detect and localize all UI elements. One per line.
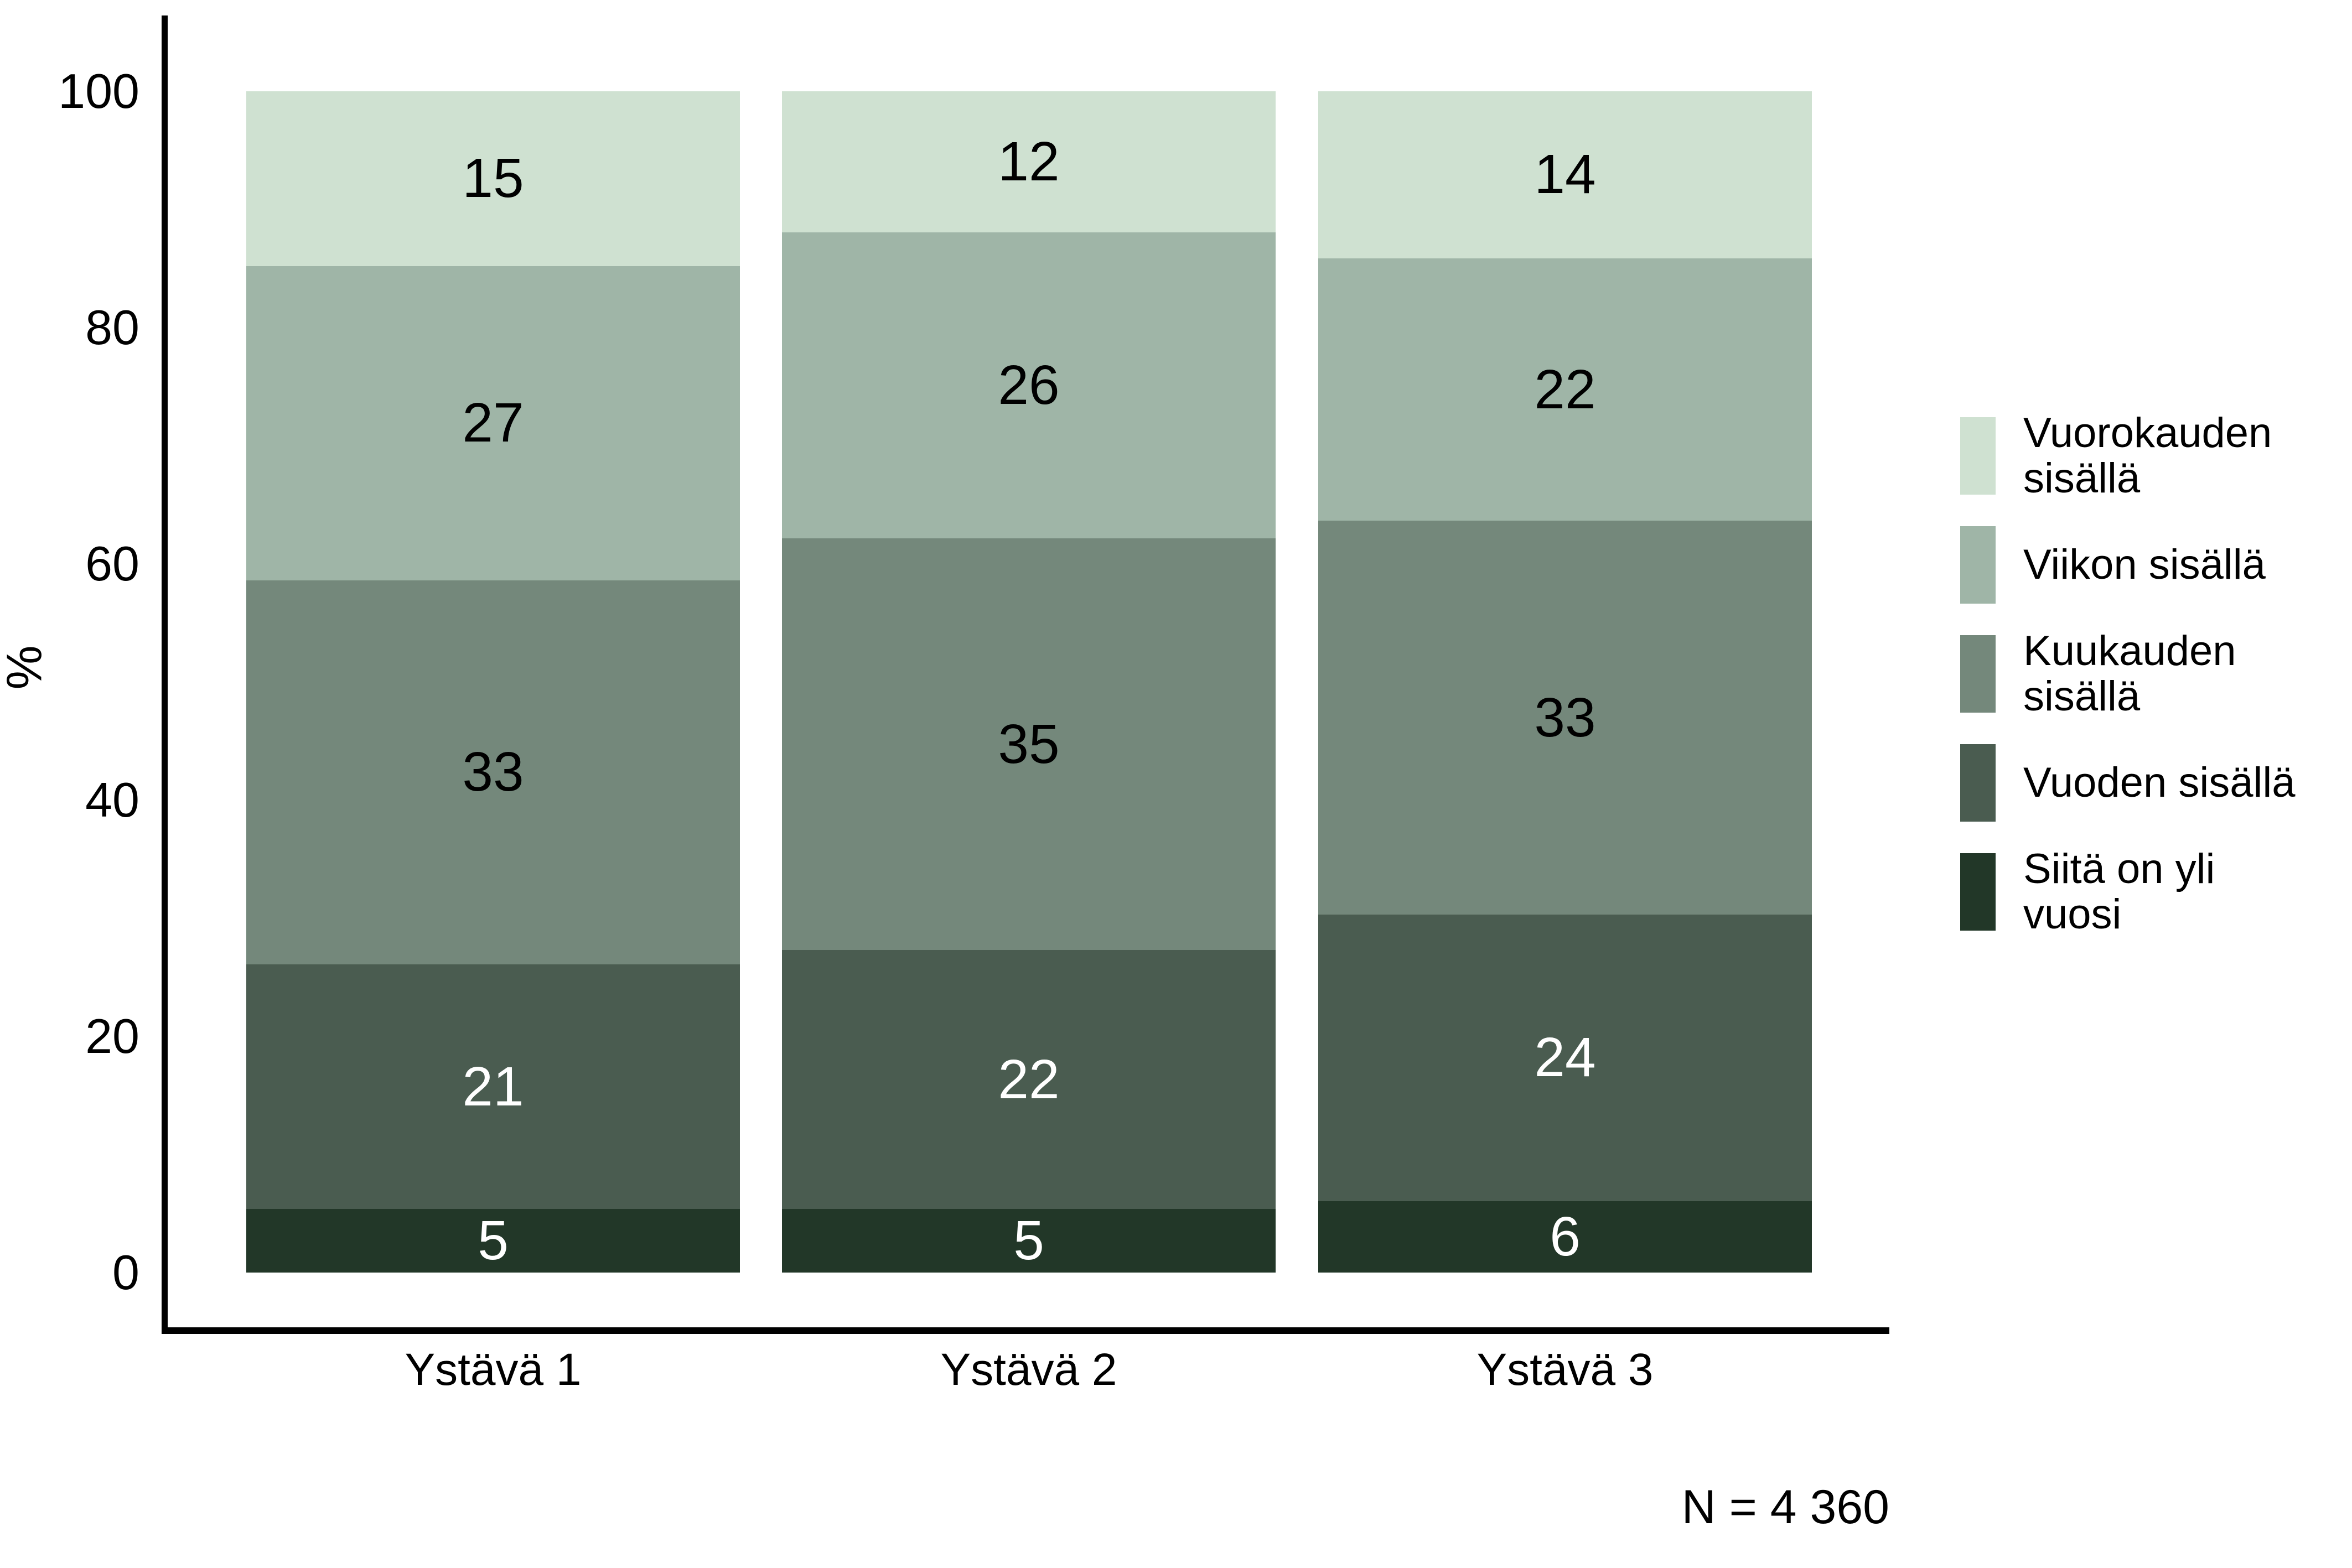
legend: Vuorokauden sisällä Viikon sisällä Kuukaud…	[1960, 411, 2311, 937]
bar-segment: 24	[1318, 915, 1812, 1201]
bar-segment: 15	[246, 91, 740, 266]
legend-label: Vuorokauden sisällä	[2023, 409, 2272, 502]
bar-segment-value: 14	[1534, 143, 1596, 206]
bar: 15 27 33 21 5	[246, 91, 740, 1273]
bar-segment-value: 5	[478, 1209, 509, 1271]
bar-segment-value: 21	[462, 1055, 524, 1118]
x-category-label: Ystävä 2	[940, 1344, 1117, 1395]
bar-segment: 22	[782, 950, 1276, 1209]
bar: 12 26 35 22 5	[782, 91, 1276, 1273]
y-tick-label: 60	[85, 536, 139, 591]
legend-label: Siitä on yli vuosi	[2023, 845, 2215, 938]
legend-item: Vuorokauden sisällä	[1960, 411, 2311, 501]
legend-label: Viikon sisällä	[2023, 541, 2266, 588]
bar-segment-value: 24	[1534, 1026, 1596, 1089]
y-tick-label: 0	[112, 1245, 139, 1300]
bar-segment: 35	[782, 538, 1276, 951]
y-axis-title-text: %	[0, 645, 53, 690]
legend-swatch	[1960, 526, 1996, 604]
y-tick-label: 100	[58, 64, 139, 118]
bar-segment: 33	[1318, 521, 1812, 915]
bar-segment-value: 33	[1534, 686, 1596, 749]
bar-segment: 26	[782, 232, 1276, 538]
legend-label: Vuoden sisällä	[2023, 759, 2296, 806]
x-axis-line	[162, 1327, 1889, 1334]
bar-segment-value: 15	[462, 147, 524, 210]
bar-segment: 5	[246, 1209, 740, 1273]
bar-segment: 27	[246, 266, 740, 580]
bar-segment: 33	[246, 580, 740, 965]
bar-segment-value: 12	[998, 131, 1060, 193]
legend-swatch	[1960, 744, 1996, 822]
legend-item: Viikon sisällä	[1960, 526, 2311, 604]
bar-segment: 5	[782, 1209, 1276, 1273]
bar-segment-value: 22	[1534, 358, 1596, 420]
bar-segment-value: 6	[1550, 1205, 1581, 1268]
bar-segment: 14	[1318, 91, 1812, 258]
legend-item: Vuoden sisällä	[1960, 744, 2311, 822]
y-tick-label: 20	[85, 1009, 139, 1063]
legend-item: Kuukauden sisällä	[1960, 629, 2311, 719]
bar-segment: 22	[1318, 258, 1812, 521]
bar-segment-value: 35	[998, 713, 1060, 775]
legend-swatch	[1960, 853, 1996, 931]
bar-segment-value: 22	[998, 1048, 1060, 1110]
bar-segment: 21	[246, 964, 740, 1209]
y-tick-label: 80	[85, 300, 139, 355]
legend-label: Kuukauden sisällä	[2023, 627, 2236, 720]
bar-segment-value: 26	[998, 354, 1060, 417]
bar-segment: 6	[1318, 1201, 1812, 1273]
x-category-label: Ystävä 1	[405, 1344, 582, 1395]
sample-size-note: N = 4 360	[1681, 1481, 1889, 1534]
legend-swatch	[1960, 417, 1996, 495]
legend-item: Siitä on yli vuosi	[1960, 847, 2311, 937]
bar-segment-value: 5	[1013, 1209, 1044, 1271]
y-axis-line	[162, 15, 168, 1334]
y-tick-label: 40	[85, 772, 139, 827]
x-category-label: Ystävä 3	[1477, 1344, 1654, 1395]
legend-swatch	[1960, 635, 1996, 713]
bar-segment-value: 27	[462, 392, 524, 454]
bar: 14 22 33 24 6	[1318, 91, 1812, 1273]
bar-segment-value: 33	[462, 741, 524, 803]
bar-segment: 12	[782, 91, 1276, 233]
